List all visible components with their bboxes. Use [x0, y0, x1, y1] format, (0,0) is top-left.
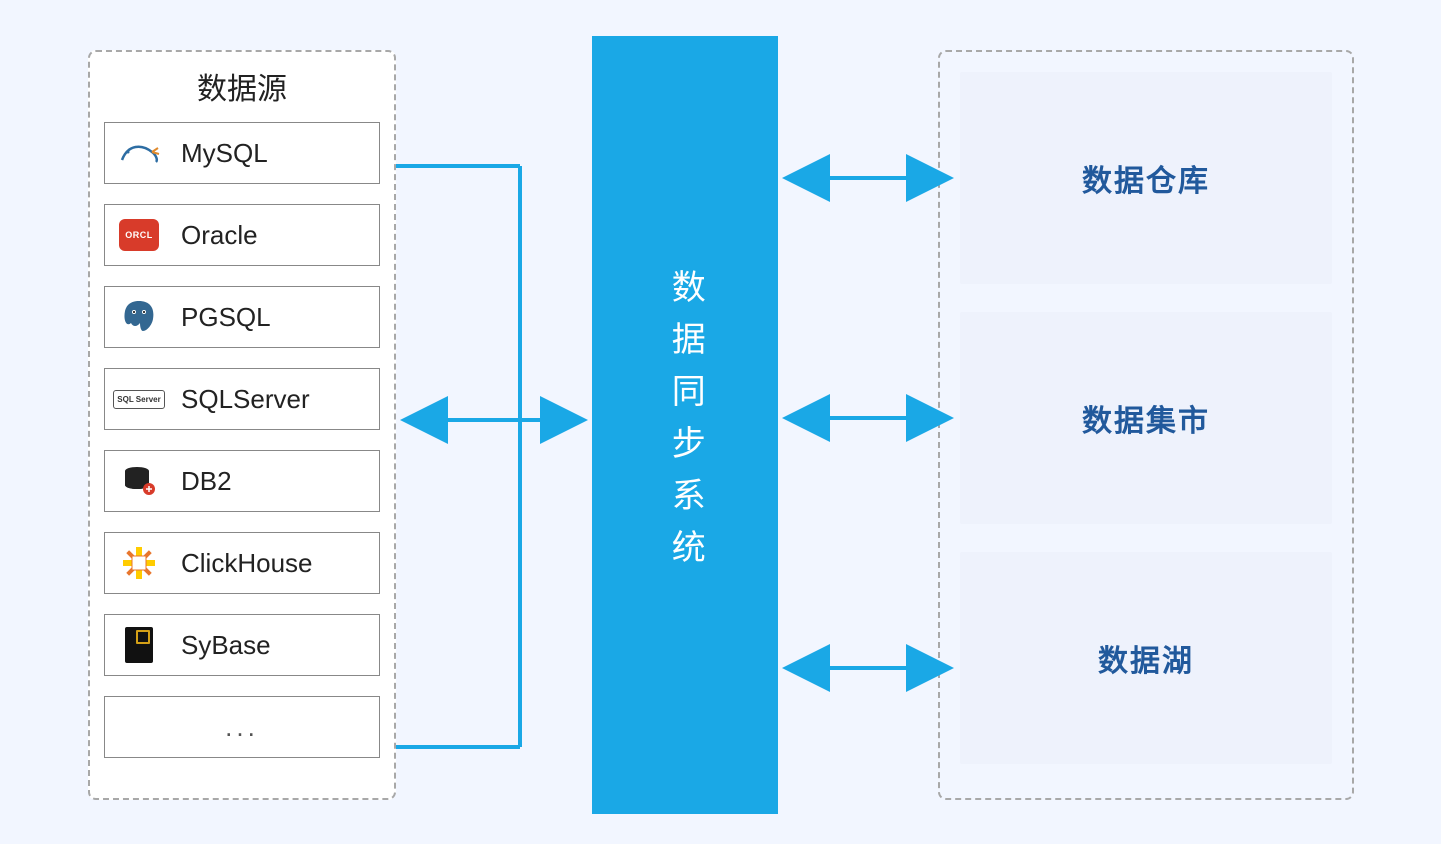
source-label: ClickHouse	[181, 548, 313, 579]
dest-label: 数据仓库	[1082, 156, 1210, 200]
clickhouse-icon	[117, 543, 161, 583]
dest-box-mart: 数据集市	[960, 312, 1332, 524]
source-label: SyBase	[181, 630, 271, 661]
dest-box-lake: 数据湖	[960, 552, 1332, 764]
sync-system-block: 数据同步系统	[592, 36, 778, 814]
ellipsis-label: ...	[225, 712, 259, 743]
sqlserver-icon: SQL Server	[117, 379, 161, 419]
source-item-sybase: SyBase	[104, 614, 380, 676]
source-item-clickhouse: ClickHouse	[104, 532, 380, 594]
source-label: PGSQL	[181, 302, 271, 333]
dest-label: 数据集市	[1082, 396, 1210, 440]
sybase-icon	[117, 625, 161, 665]
sync-system-label: 数据同步系统	[658, 269, 712, 581]
source-item-db2: DB2	[104, 450, 380, 512]
source-label: DB2	[181, 466, 232, 497]
source-label: SQLServer	[181, 384, 310, 415]
source-item-mysql: MySQL	[104, 122, 380, 184]
data-source-title: 数据源	[104, 64, 380, 108]
postgres-icon	[117, 297, 161, 337]
dest-label: 数据湖	[1098, 636, 1194, 680]
db2-icon	[117, 461, 161, 501]
mysql-icon	[117, 133, 161, 173]
source-item-more: ...	[104, 696, 380, 758]
source-label: Oracle	[181, 220, 258, 251]
dest-box-warehouse: 数据仓库	[960, 72, 1332, 284]
oracle-icon: ORCL	[117, 215, 161, 255]
data-source-panel: 数据源 MySQL ORCL Oracle PGSQL	[88, 50, 396, 800]
source-item-pgsql: PGSQL	[104, 286, 380, 348]
source-item-sqlserver: SQL Server SQLServer	[104, 368, 380, 430]
source-label: MySQL	[181, 138, 268, 169]
destination-panel: 数据仓库 数据集市 数据湖	[938, 50, 1354, 800]
source-item-oracle: ORCL Oracle	[104, 204, 380, 266]
